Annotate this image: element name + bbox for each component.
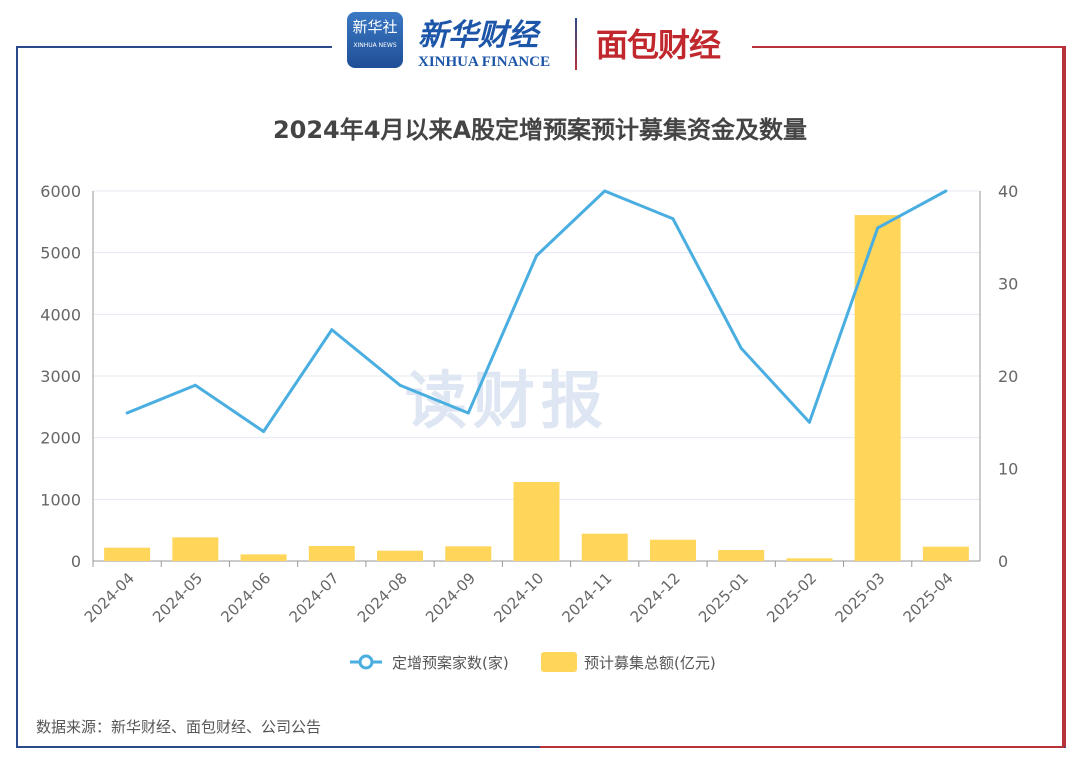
chart-title: 2024年4月以来A股定增预案预计募集资金及数量 bbox=[272, 116, 808, 144]
x-tick-label: 2024-11 bbox=[559, 569, 616, 626]
bar bbox=[922, 546, 969, 561]
bar bbox=[854, 215, 901, 562]
y-left-tick-label: 6000 bbox=[40, 182, 81, 201]
frame-bottom-right bbox=[540, 746, 1064, 748]
bar bbox=[377, 550, 424, 561]
xinhua-finance-logo: 新华财经 bbox=[418, 18, 538, 53]
frame-top-right bbox=[752, 46, 1064, 48]
x-tick-label: 2024-05 bbox=[149, 569, 206, 626]
bar bbox=[581, 533, 628, 561]
bar bbox=[718, 550, 765, 561]
x-tick-label: 2024-09 bbox=[422, 569, 479, 626]
line-point bbox=[466, 411, 470, 415]
legend-bar-swatch bbox=[541, 652, 577, 672]
y-left-tick-label: 5000 bbox=[40, 244, 81, 263]
y-right-tick-label: 0 bbox=[998, 552, 1008, 571]
x-tick-label: 2024-04 bbox=[81, 569, 138, 626]
line-point bbox=[330, 328, 334, 332]
mianbao-logo: 面包财经 bbox=[596, 26, 721, 64]
xinhua-finance-logo-en: XINHUA FINANCE bbox=[418, 54, 551, 70]
y-left-tick-label: 3000 bbox=[40, 367, 81, 386]
x-tick-label: 2024-07 bbox=[286, 569, 343, 626]
x-tick-label: 2024-06 bbox=[217, 569, 274, 626]
line-point bbox=[807, 420, 811, 424]
frame-top-left bbox=[16, 46, 332, 48]
legend-line-marker bbox=[358, 654, 374, 670]
bar bbox=[308, 546, 355, 561]
bar bbox=[513, 482, 560, 561]
x-tick-label: 2024-10 bbox=[490, 569, 547, 626]
line-point bbox=[193, 383, 197, 387]
y-right-tick-label: 10 bbox=[998, 460, 1018, 479]
y-left-tick-label: 2000 bbox=[40, 429, 81, 448]
x-tick-label: 2024-12 bbox=[627, 569, 684, 626]
bar bbox=[445, 546, 492, 561]
line-point bbox=[944, 189, 948, 193]
x-tick-label: 2025-04 bbox=[900, 569, 957, 626]
line-point bbox=[535, 254, 538, 258]
source-note: 数据来源：新华财经、面包财经、公司公告 bbox=[36, 718, 322, 736]
line-point bbox=[125, 411, 129, 415]
bar bbox=[104, 547, 151, 561]
bar bbox=[649, 539, 696, 561]
line-point bbox=[603, 189, 607, 193]
y-right-tick-label: 30 bbox=[998, 275, 1018, 294]
x-tick-label: 2025-03 bbox=[831, 569, 888, 626]
x-tick-label: 2024-08 bbox=[354, 569, 411, 626]
frame-right bbox=[1062, 46, 1064, 748]
bar bbox=[240, 554, 287, 561]
y-left-tick-label: 0 bbox=[71, 552, 81, 571]
bar bbox=[786, 558, 833, 561]
line-series bbox=[126, 189, 947, 433]
logo-divider bbox=[575, 18, 577, 70]
x-tick-label: 2025-01 bbox=[695, 569, 752, 626]
line-point bbox=[398, 383, 402, 387]
y-right-tick-label: 20 bbox=[998, 367, 1018, 386]
xinhua-news-logo: 新华社 XINHUA NEWS bbox=[347, 12, 403, 68]
bar bbox=[172, 537, 219, 561]
line-point bbox=[876, 226, 880, 230]
y-left-tick-label: 1000 bbox=[40, 490, 81, 509]
line-point bbox=[262, 430, 266, 433]
legend-bar-label: 预计募集总额(亿元) bbox=[584, 654, 716, 672]
x-tick-label: 2025-02 bbox=[763, 569, 820, 626]
y-left-tick-label: 4000 bbox=[40, 305, 81, 324]
line-point bbox=[739, 346, 743, 350]
legend-line-label: 定增预案家数(家) bbox=[392, 654, 509, 672]
y-right-tick-label: 40 bbox=[998, 182, 1018, 201]
line-point bbox=[671, 217, 675, 221]
